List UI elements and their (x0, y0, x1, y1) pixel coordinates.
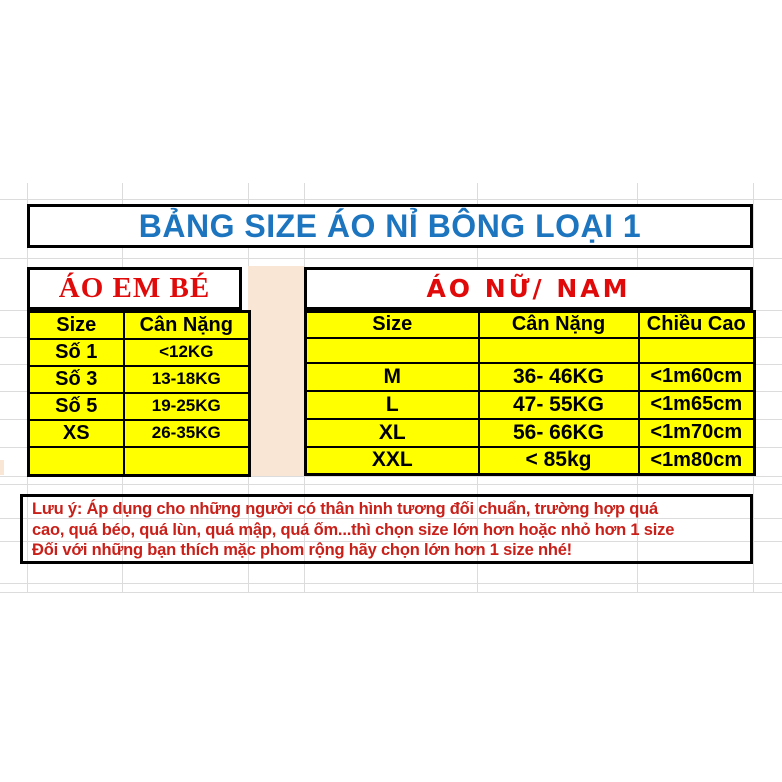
empty-cell (122, 445, 251, 477)
baby-weight-cell: 26-35KG (122, 418, 251, 448)
peach-spacer-column (248, 266, 304, 476)
adult-height-cell: <1m60cm (637, 361, 756, 392)
adult-size-cell: L (304, 389, 480, 420)
adult-weight-cell: 47- 55KG (477, 389, 640, 420)
baby-weight-cell: 13-18KG (122, 364, 251, 394)
empty-table-row (27, 445, 251, 477)
adult-weight-cell: 56- 66KG (477, 417, 640, 448)
empty-cell (637, 336, 756, 364)
adult-col-header-height: Chiều Cao (637, 310, 756, 339)
note-line: cao, quá béo, quá lùn, quá mập, quá ốm..… (32, 520, 675, 539)
adult-height-cell: <1m80cm (637, 445, 756, 476)
grid-line (0, 199, 782, 200)
table-row: Số 1 <12KG (27, 337, 251, 367)
adult-table-header-box: ÁO NỮ/ NAM (304, 267, 753, 310)
note-line: Lưu ý: Áp dụng cho những người có thân h… (32, 500, 658, 518)
table-row: XXL < 85kg <1m80cm (304, 445, 756, 476)
empty-cell (304, 336, 480, 364)
note-box: Lưu ý: Áp dụng cho những người có thân h… (20, 494, 753, 564)
grid-line (0, 592, 782, 593)
empty-table-row (304, 336, 756, 364)
adult-col-header-size: Size (304, 310, 480, 339)
table-row: Số 5 19-25KG (27, 391, 251, 421)
table-row: XL 56- 66KG <1m70cm (304, 417, 756, 448)
empty-cell (27, 445, 125, 477)
grid-line (0, 484, 782, 485)
baby-weight-cell: 19-25KG (122, 391, 251, 421)
grid-line (0, 541, 782, 542)
title-box: BẢNG SIZE ÁO NỈ BÔNG LOẠI 1 (27, 204, 753, 248)
baby-table-header-box: ÁO EM BÉ (27, 267, 242, 310)
adult-table-title: ÁO NỮ/ NAM (426, 274, 631, 303)
baby-size-cell: Số 1 (27, 337, 125, 367)
note-line: Đối với những bạn thích mặc phom rộng hã… (32, 541, 572, 559)
page-title: BẢNG SIZE ÁO NỈ BÔNG LOẠI 1 (138, 207, 642, 244)
empty-cell (477, 336, 640, 364)
baby-column-header-row: Size Cân Nặng (27, 310, 251, 340)
baby-col-header-size: Size (27, 310, 125, 340)
baby-table-title: ÁO EM BÉ (58, 272, 211, 304)
table-row: L 47- 55KG <1m65cm (304, 389, 756, 420)
adult-col-header-weight: Cân Nặng (477, 310, 640, 339)
peach-edge-cell (0, 460, 4, 475)
baby-size-table: Size Cân Nặng Số 1 <12KG Số 3 13-18KG Số… (27, 310, 251, 477)
adult-size-cell: XL (304, 417, 480, 448)
table-row: XS 26-35KG (27, 418, 251, 448)
grid-line (0, 476, 782, 477)
table-row: Số 3 13-18KG (27, 364, 251, 394)
adult-height-cell: <1m70cm (637, 417, 756, 448)
baby-size-cell: XS (27, 418, 125, 448)
baby-col-header-weight: Cân Nặng (122, 310, 251, 340)
adult-column-header-row: Size Cân Nặng Chiều Cao (304, 310, 756, 339)
adult-weight-cell: < 85kg (477, 445, 640, 476)
grid-line (0, 583, 782, 584)
table-row: M 36- 46KG <1m60cm (304, 361, 756, 392)
baby-size-cell: Số 3 (27, 364, 125, 394)
adult-size-cell: M (304, 361, 480, 392)
adult-height-cell: <1m65cm (637, 389, 756, 420)
adult-size-table: Size Cân Nặng Chiều Cao M 36- 46KG <1m60… (304, 310, 756, 476)
baby-size-cell: Số 5 (27, 391, 125, 421)
adult-weight-cell: 36- 46KG (477, 361, 640, 392)
grid-line (0, 518, 782, 519)
baby-weight-cell: <12KG (122, 337, 251, 367)
adult-size-cell: XXL (304, 445, 480, 476)
grid-line (0, 258, 782, 259)
